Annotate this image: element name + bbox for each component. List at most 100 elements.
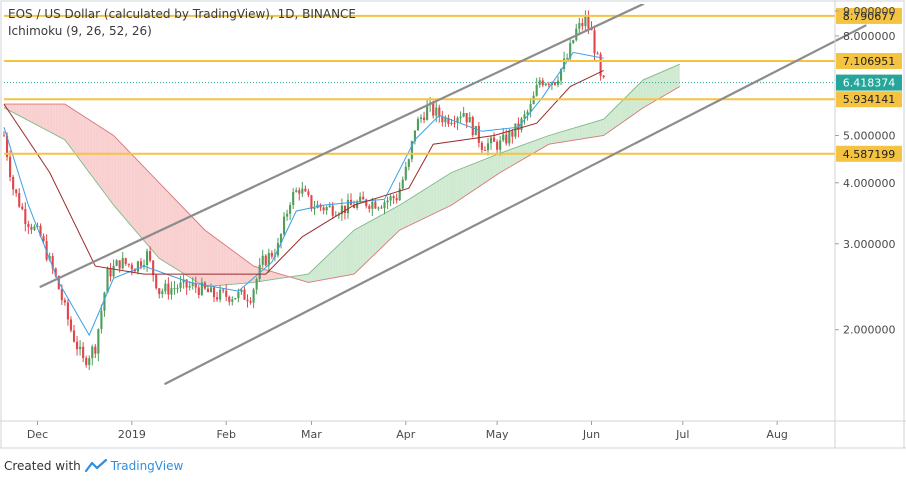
cloud-segment [631, 88, 635, 117]
candle-body [489, 137, 493, 144]
candle-body [395, 198, 398, 201]
candle-body [82, 346, 85, 359]
cloud-segment [244, 259, 248, 284]
candle-body [219, 289, 222, 300]
cloud-segment [347, 233, 352, 276]
created-with-text: Created with [4, 459, 81, 473]
cloud-segment [214, 236, 218, 286]
ichimoku-cloud [3, 63, 681, 288]
candle-body [340, 205, 343, 215]
cloud-segment [463, 166, 467, 197]
candle-body [63, 300, 66, 303]
cloud-segment [512, 147, 516, 166]
cloud-segment [472, 162, 476, 191]
candle-body [346, 199, 350, 214]
candle-body [164, 283, 167, 292]
cloud-segment [451, 171, 455, 206]
price-axis[interactable]: 2.000000 3.000000 4.000000 5.000000 8.000000… [835, 5, 896, 337]
candle-body [444, 117, 447, 123]
symbol-title[interactable]: EOS / US Dollar (calculated by TradingVi… [8, 7, 357, 21]
cloud-segment [277, 273, 281, 279]
cloud-segment [25, 104, 29, 121]
cloud-segment [344, 235, 348, 276]
candle-body [103, 292, 106, 311]
cloud-segment [177, 201, 181, 272]
candle-body [139, 261, 143, 267]
cloud-segment [317, 262, 321, 281]
channel-line [164, 24, 867, 385]
candle-body [505, 134, 508, 144]
cloud-segment [125, 148, 129, 223]
candle-body [486, 143, 490, 151]
cloud-segment [64, 104, 68, 144]
candle-body [27, 224, 30, 227]
cloud-segment [430, 183, 434, 216]
cloud-segment [311, 268, 315, 282]
cloud-segment [46, 104, 50, 132]
cloud-segment [147, 170, 151, 248]
candle-body [246, 299, 249, 302]
cloud-segment [198, 223, 202, 285]
cloud-segment [649, 75, 653, 105]
cloud-segment [637, 82, 641, 113]
candle-body [416, 119, 420, 131]
cloud-segment [201, 226, 205, 287]
cloud-segment [351, 230, 355, 275]
candle-body [459, 116, 462, 118]
candle-body [483, 149, 487, 151]
candle-body [282, 216, 286, 235]
tradingview-brand[interactable]: TradingView [110, 459, 184, 473]
cloud-segment [457, 168, 461, 202]
top-mask [0, 0, 906, 4]
cloud-segment [110, 133, 114, 206]
cloud-segment [579, 125, 583, 140]
candle-body [170, 288, 173, 295]
footer-attribution: Created with TradingView [4, 459, 183, 473]
x-tick-label: 2019 [118, 428, 146, 441]
candle-body [563, 58, 566, 69]
candle-body [383, 202, 386, 209]
candle-body [167, 283, 170, 295]
cloud-segment [609, 110, 613, 132]
x-tick-label: Mar [301, 428, 322, 441]
cloud-segment [226, 245, 230, 285]
cloud-segment [153, 176, 157, 255]
candle-body [304, 188, 307, 192]
candle-body [441, 116, 444, 123]
cloud-segment [89, 119, 93, 177]
cloud-segment [162, 185, 166, 263]
cloud-segment [530, 141, 534, 155]
cloud-segment [61, 104, 65, 140]
candle-body [328, 205, 331, 208]
time-axis[interactable]: Dec 2019 Feb Mar Apr May Jun Jul Aug [27, 421, 788, 441]
candle-body [477, 126, 480, 143]
cloud-segment [588, 122, 592, 138]
cloud-segment [448, 172, 452, 207]
cloud-segment [40, 104, 44, 129]
candle-body [158, 288, 161, 294]
cloud-segment [238, 254, 242, 284]
trend-channel[interactable] [39, 2, 867, 385]
candle-body [127, 263, 130, 265]
cloud-segment [28, 104, 32, 123]
candle-body [581, 23, 584, 27]
cloud-segment [481, 159, 485, 185]
indicator-label[interactable]: Ichimoku (9, 26, 52, 26) [8, 24, 152, 38]
cloud-segment [494, 154, 498, 177]
cloud-segment [250, 263, 254, 283]
x-tick-label: Jul [675, 428, 689, 441]
senkou-span-b-line [4, 86, 681, 283]
cloud-segment [399, 203, 403, 231]
horizontal-levels[interactable]: 8.790677 7.106951 5.934141 4.587199 6.418374 [4, 7, 902, 162]
candle-body [51, 256, 54, 269]
candle-body [54, 268, 57, 276]
cloud-segment [421, 189, 425, 220]
cloud-segment [597, 120, 601, 137]
candle-body [541, 80, 544, 86]
candle-body [559, 68, 563, 81]
cloud-segment [524, 143, 528, 159]
candle-body [206, 288, 210, 293]
cloud-segment [667, 68, 671, 94]
cloud-segment [387, 210, 391, 242]
